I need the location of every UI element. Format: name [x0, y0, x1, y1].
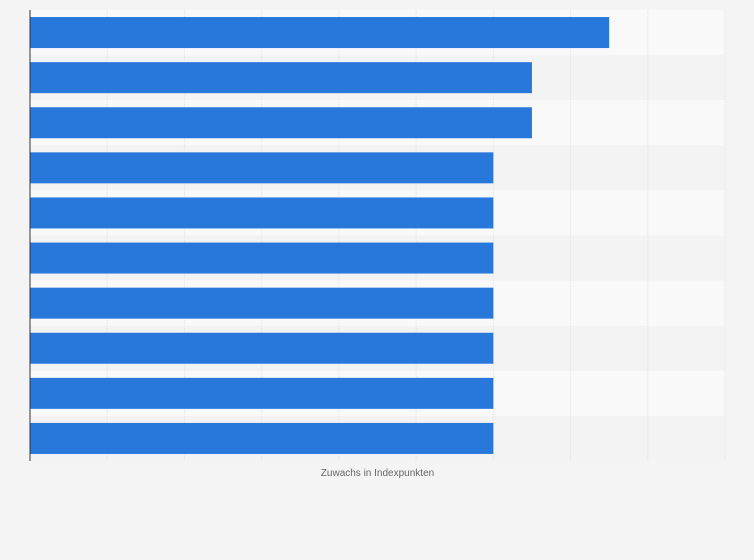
bar [30, 197, 494, 229]
bar [30, 152, 494, 184]
bar [30, 422, 494, 454]
x-axis-label: Zuwachs in Indexpunkten [320, 468, 435, 479]
bar [30, 17, 610, 49]
bar [30, 332, 494, 364]
bar [30, 377, 494, 409]
bar [30, 287, 494, 319]
bar [30, 107, 532, 139]
bar [30, 242, 494, 274]
bar [30, 62, 532, 94]
